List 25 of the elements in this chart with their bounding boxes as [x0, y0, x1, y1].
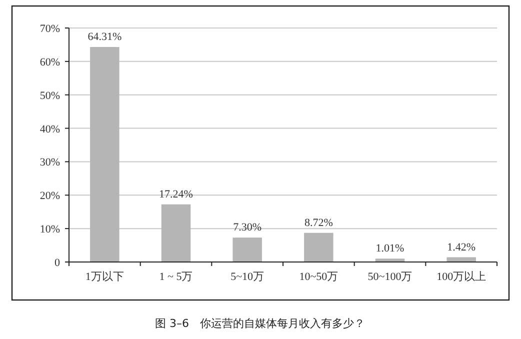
y-tick-label: 20% — [40, 190, 60, 202]
y-tick-label: 0 — [54, 257, 60, 269]
x-tick-label: 100万以上 — [436, 270, 486, 283]
text: 图 3–6 你运营的自媒体每月收入有多少？ — [155, 317, 365, 330]
x-tick-label: 1万以下 — [85, 270, 124, 283]
x-tick-label: 10~50万 — [299, 271, 338, 283]
y-tick-label: 60% — [40, 56, 60, 68]
y-tick-label: 50% — [40, 90, 60, 102]
data-label: 1.01% — [376, 242, 404, 255]
x-tick-label: 1 ~ 5万 — [159, 271, 193, 283]
bar — [232, 238, 262, 262]
x-tick-label: 50~100万 — [368, 271, 412, 283]
y-tick-label: 10% — [40, 224, 60, 236]
bar — [90, 47, 120, 262]
data-label: 8.72% — [304, 216, 333, 229]
data-label: 64.31% — [88, 31, 122, 44]
data-label: 1.42% — [447, 241, 476, 254]
bar — [161, 204, 191, 262]
bar — [304, 232, 334, 262]
y-tick-label: 40% — [40, 123, 60, 136]
y-tick-label: 70% — [40, 23, 60, 35]
x-tick-label: 5~10万 — [230, 271, 264, 283]
data-label: 17.24% — [159, 188, 193, 200]
y-tick-label: 30% — [40, 156, 60, 169]
data-label: 7.30% — [233, 222, 262, 234]
